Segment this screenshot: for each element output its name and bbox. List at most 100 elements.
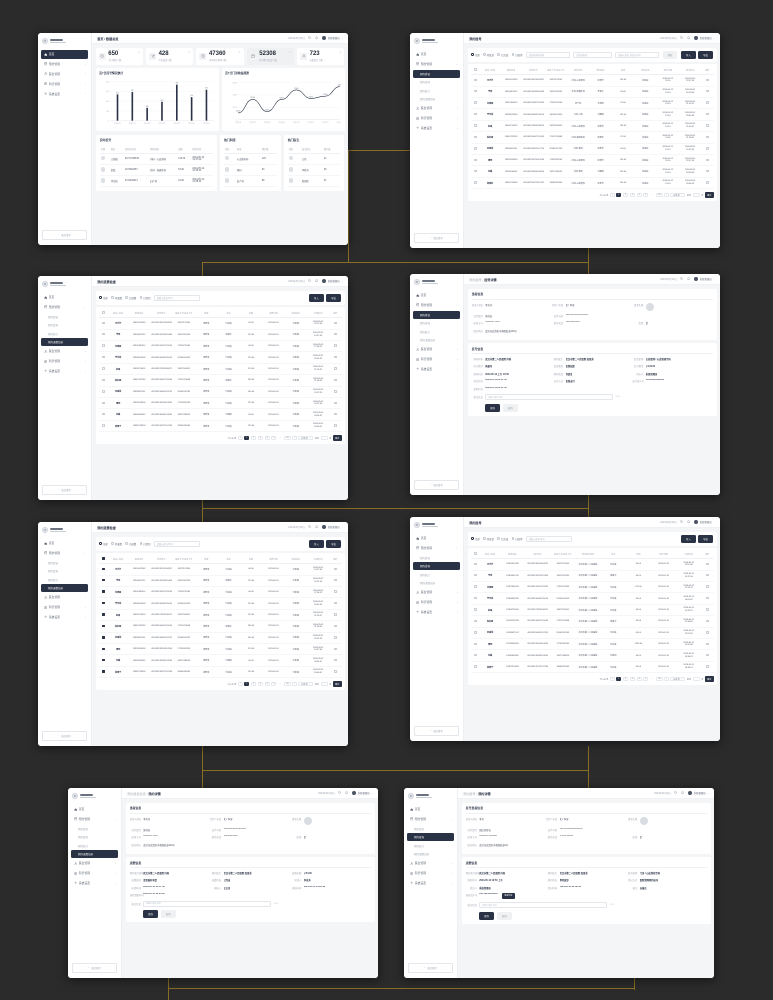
table-row[interactable]: 周明 13318943003 420103198310214990 177430322… bbox=[98, 643, 342, 656]
detail-icon[interactable] bbox=[334, 647, 337, 650]
row-action-cell[interactable] bbox=[329, 609, 342, 622]
row-checkbox[interactable] bbox=[474, 135, 477, 139]
detail-icon[interactable] bbox=[334, 321, 337, 325]
search-icon[interactable] bbox=[308, 36, 312, 40]
collapse-menu-button[interactable]: ‹ 收起菜单 bbox=[408, 962, 454, 973]
table-row[interactable]: 孙磊 13430630087 420103198944124990 184713380… bbox=[98, 408, 342, 421]
detail-icon[interactable] bbox=[334, 333, 337, 336]
sidebar-item-doctors[interactable]: 医生管理 › bbox=[71, 859, 118, 868]
sidebar-subitem-预约退费记录[interactable]: 预约退费记录 bbox=[71, 850, 119, 859]
pagination-last-page[interactable]: 20 bbox=[284, 681, 291, 687]
sidebar-item-home[interactable]: 首页 bbox=[413, 534, 460, 543]
row-action-cell[interactable] bbox=[701, 627, 714, 640]
table-row[interactable]: 赵磊 1274602367 外科 - 普通外科 54.00 2024-05-12 13:4… bbox=[99, 164, 214, 176]
row-checkbox[interactable] bbox=[102, 590, 105, 593]
user-menu[interactable]: 系统管理员 ⌄ bbox=[321, 278, 343, 284]
pagination-go-button[interactable]: 确定 bbox=[704, 192, 714, 199]
pagination-go-button[interactable]: 确定 bbox=[332, 435, 342, 442]
row-action-cell[interactable] bbox=[701, 74, 714, 87]
select-all-checkbox[interactable] bbox=[474, 552, 477, 555]
row-checkbox-cell[interactable] bbox=[98, 351, 109, 364]
user-menu[interactable]: 系统管理员 ⌄ bbox=[693, 35, 715, 41]
row-checkbox-cell[interactable] bbox=[98, 363, 109, 376]
table-row[interactable]: 赵强 13456274055 420103197824166671 184735944… bbox=[98, 609, 342, 622]
bell-icon[interactable] bbox=[345, 791, 348, 795]
detail-icon[interactable] bbox=[334, 613, 337, 616]
sidebar-subitem-预约统计[interactable]: 预约统计 bbox=[48, 332, 59, 336]
stat-card[interactable]: 650 今日预约人数 人 bbox=[95, 47, 144, 65]
row-checkbox[interactable] bbox=[474, 169, 477, 173]
row-action-cell[interactable] bbox=[701, 97, 714, 110]
row-checkbox-cell[interactable] bbox=[98, 609, 109, 622]
import-button[interactable]: 导入 bbox=[680, 50, 696, 59]
filter-radio-待就诊[interactable]: 待就诊 bbox=[483, 53, 494, 57]
sidebar-subitem-预约查询[interactable]: 预约查询 bbox=[407, 833, 455, 842]
row-checkbox[interactable] bbox=[102, 333, 105, 336]
sidebar-item-departments[interactable]: 科室管理 › bbox=[41, 603, 88, 612]
row-checkbox-cell[interactable] bbox=[470, 165, 481, 178]
pagination-prev[interactable]: ‹ bbox=[609, 676, 615, 682]
table-row[interactable]: 刘晓丽 13307480019 420103199047152094 17320743… bbox=[98, 586, 342, 599]
bell-icon[interactable] bbox=[681, 791, 684, 795]
row-checkbox[interactable] bbox=[474, 158, 477, 161]
sidebar-item-departments[interactable]: 科室管理 › bbox=[413, 355, 460, 364]
row-checkbox-cell[interactable] bbox=[98, 340, 109, 353]
page-size-select[interactable]: 10条/页 ⌄ bbox=[670, 676, 686, 682]
row-checkbox[interactable] bbox=[102, 670, 105, 673]
filter-radio-全部[interactable]: 全部 bbox=[471, 53, 480, 57]
view-voucher-button[interactable]: 查看凭证 bbox=[502, 893, 515, 899]
sidebar-subitem-预约登记[interactable]: 预约登记 bbox=[48, 315, 59, 319]
sidebar-item-settings[interactable]: 系统设置 › bbox=[413, 365, 460, 374]
table-row[interactable]: 李冬梅 13308942003 420103198442105010 20394074… bbox=[98, 597, 342, 610]
row-checkbox[interactable] bbox=[102, 355, 105, 359]
sidebar-subitem-预约登记[interactable]: 预约登记 bbox=[414, 827, 425, 831]
stat-card[interactable]: 428 今日就诊人数 人 bbox=[146, 47, 194, 65]
save-button[interactable]: 保存 bbox=[143, 910, 159, 919]
row-checkbox[interactable] bbox=[102, 367, 105, 370]
sidebar-subitem-预约查询[interactable]: 预约查询 bbox=[420, 81, 431, 85]
row-checkbox[interactable] bbox=[474, 101, 477, 104]
row-action-cell[interactable] bbox=[329, 386, 342, 399]
row-checkbox-cell[interactable] bbox=[470, 627, 481, 640]
row-action-cell[interactable] bbox=[329, 408, 342, 421]
row-checkbox[interactable] bbox=[474, 574, 477, 577]
sidebar-item-home[interactable]: 首页 bbox=[71, 805, 118, 814]
search-icon[interactable] bbox=[674, 791, 678, 795]
table-row[interactable]: 刘晓丽 13307480019 420103199087152094 17320743… bbox=[470, 97, 714, 110]
detail-icon[interactable] bbox=[334, 412, 337, 416]
save-button[interactable]: 保存 bbox=[485, 403, 501, 412]
sidebar-item-appointments[interactable]: 预约管理 ⌄ bbox=[71, 815, 118, 824]
row-action-cell[interactable] bbox=[701, 558, 714, 571]
row-checkbox-cell[interactable] bbox=[98, 586, 109, 599]
search-icon[interactable] bbox=[308, 525, 312, 529]
row-checkbox-cell[interactable] bbox=[470, 638, 481, 651]
sidebar-item-appointments[interactable]: 预约管理 ⌄ bbox=[407, 815, 454, 824]
detail-icon[interactable] bbox=[706, 619, 709, 623]
pagination-next[interactable]: › bbox=[292, 435, 297, 441]
row-checkbox[interactable] bbox=[102, 401, 105, 404]
select-all-checkbox[interactable] bbox=[102, 311, 105, 314]
row-action-cell[interactable] bbox=[701, 615, 714, 628]
sidebar-subitem-预约统计[interactable]: 预约统计 bbox=[414, 844, 425, 848]
detail-icon[interactable] bbox=[706, 181, 709, 184]
table-row[interactable]: 陈红丽 13443132249 420103196407152040 17312703… bbox=[470, 615, 714, 628]
table-row[interactable]: 林晓宁 13487078003 420103198472124780 18964432… bbox=[98, 420, 342, 433]
sidebar-subitem-预约退费记录[interactable]: 预约退费记录 bbox=[41, 584, 89, 593]
row-checkbox-cell[interactable] bbox=[98, 666, 109, 679]
pagination-next[interactable]: › bbox=[664, 676, 669, 682]
row-checkbox-cell[interactable] bbox=[98, 386, 109, 399]
row-action-cell[interactable] bbox=[329, 654, 342, 667]
sidebar-item-settings[interactable]: 系统设置 › bbox=[407, 879, 454, 888]
pagination-page-3[interactable]: 3 bbox=[629, 192, 635, 198]
pagination-page-5[interactable]: 5 bbox=[271, 681, 277, 687]
cancel-button[interactable]: 取消 bbox=[161, 910, 176, 919]
pagination-prev[interactable]: ‹ bbox=[237, 681, 243, 687]
cancel-button[interactable]: 取消 bbox=[497, 911, 512, 920]
sidebar-subitem-预约统计[interactable]: 预约统计 bbox=[420, 89, 431, 93]
save-button[interactable]: 保存 bbox=[479, 911, 495, 920]
row-checkbox-cell[interactable] bbox=[98, 420, 109, 433]
row-checkbox[interactable] bbox=[102, 378, 105, 382]
breadcrumb-parent[interactable]: 预约挂号 / bbox=[463, 791, 479, 796]
sidebar-item-appointments[interactable]: 预约管理 ⌄ bbox=[413, 301, 460, 310]
pagination-page-5[interactable]: 5 bbox=[271, 435, 277, 441]
